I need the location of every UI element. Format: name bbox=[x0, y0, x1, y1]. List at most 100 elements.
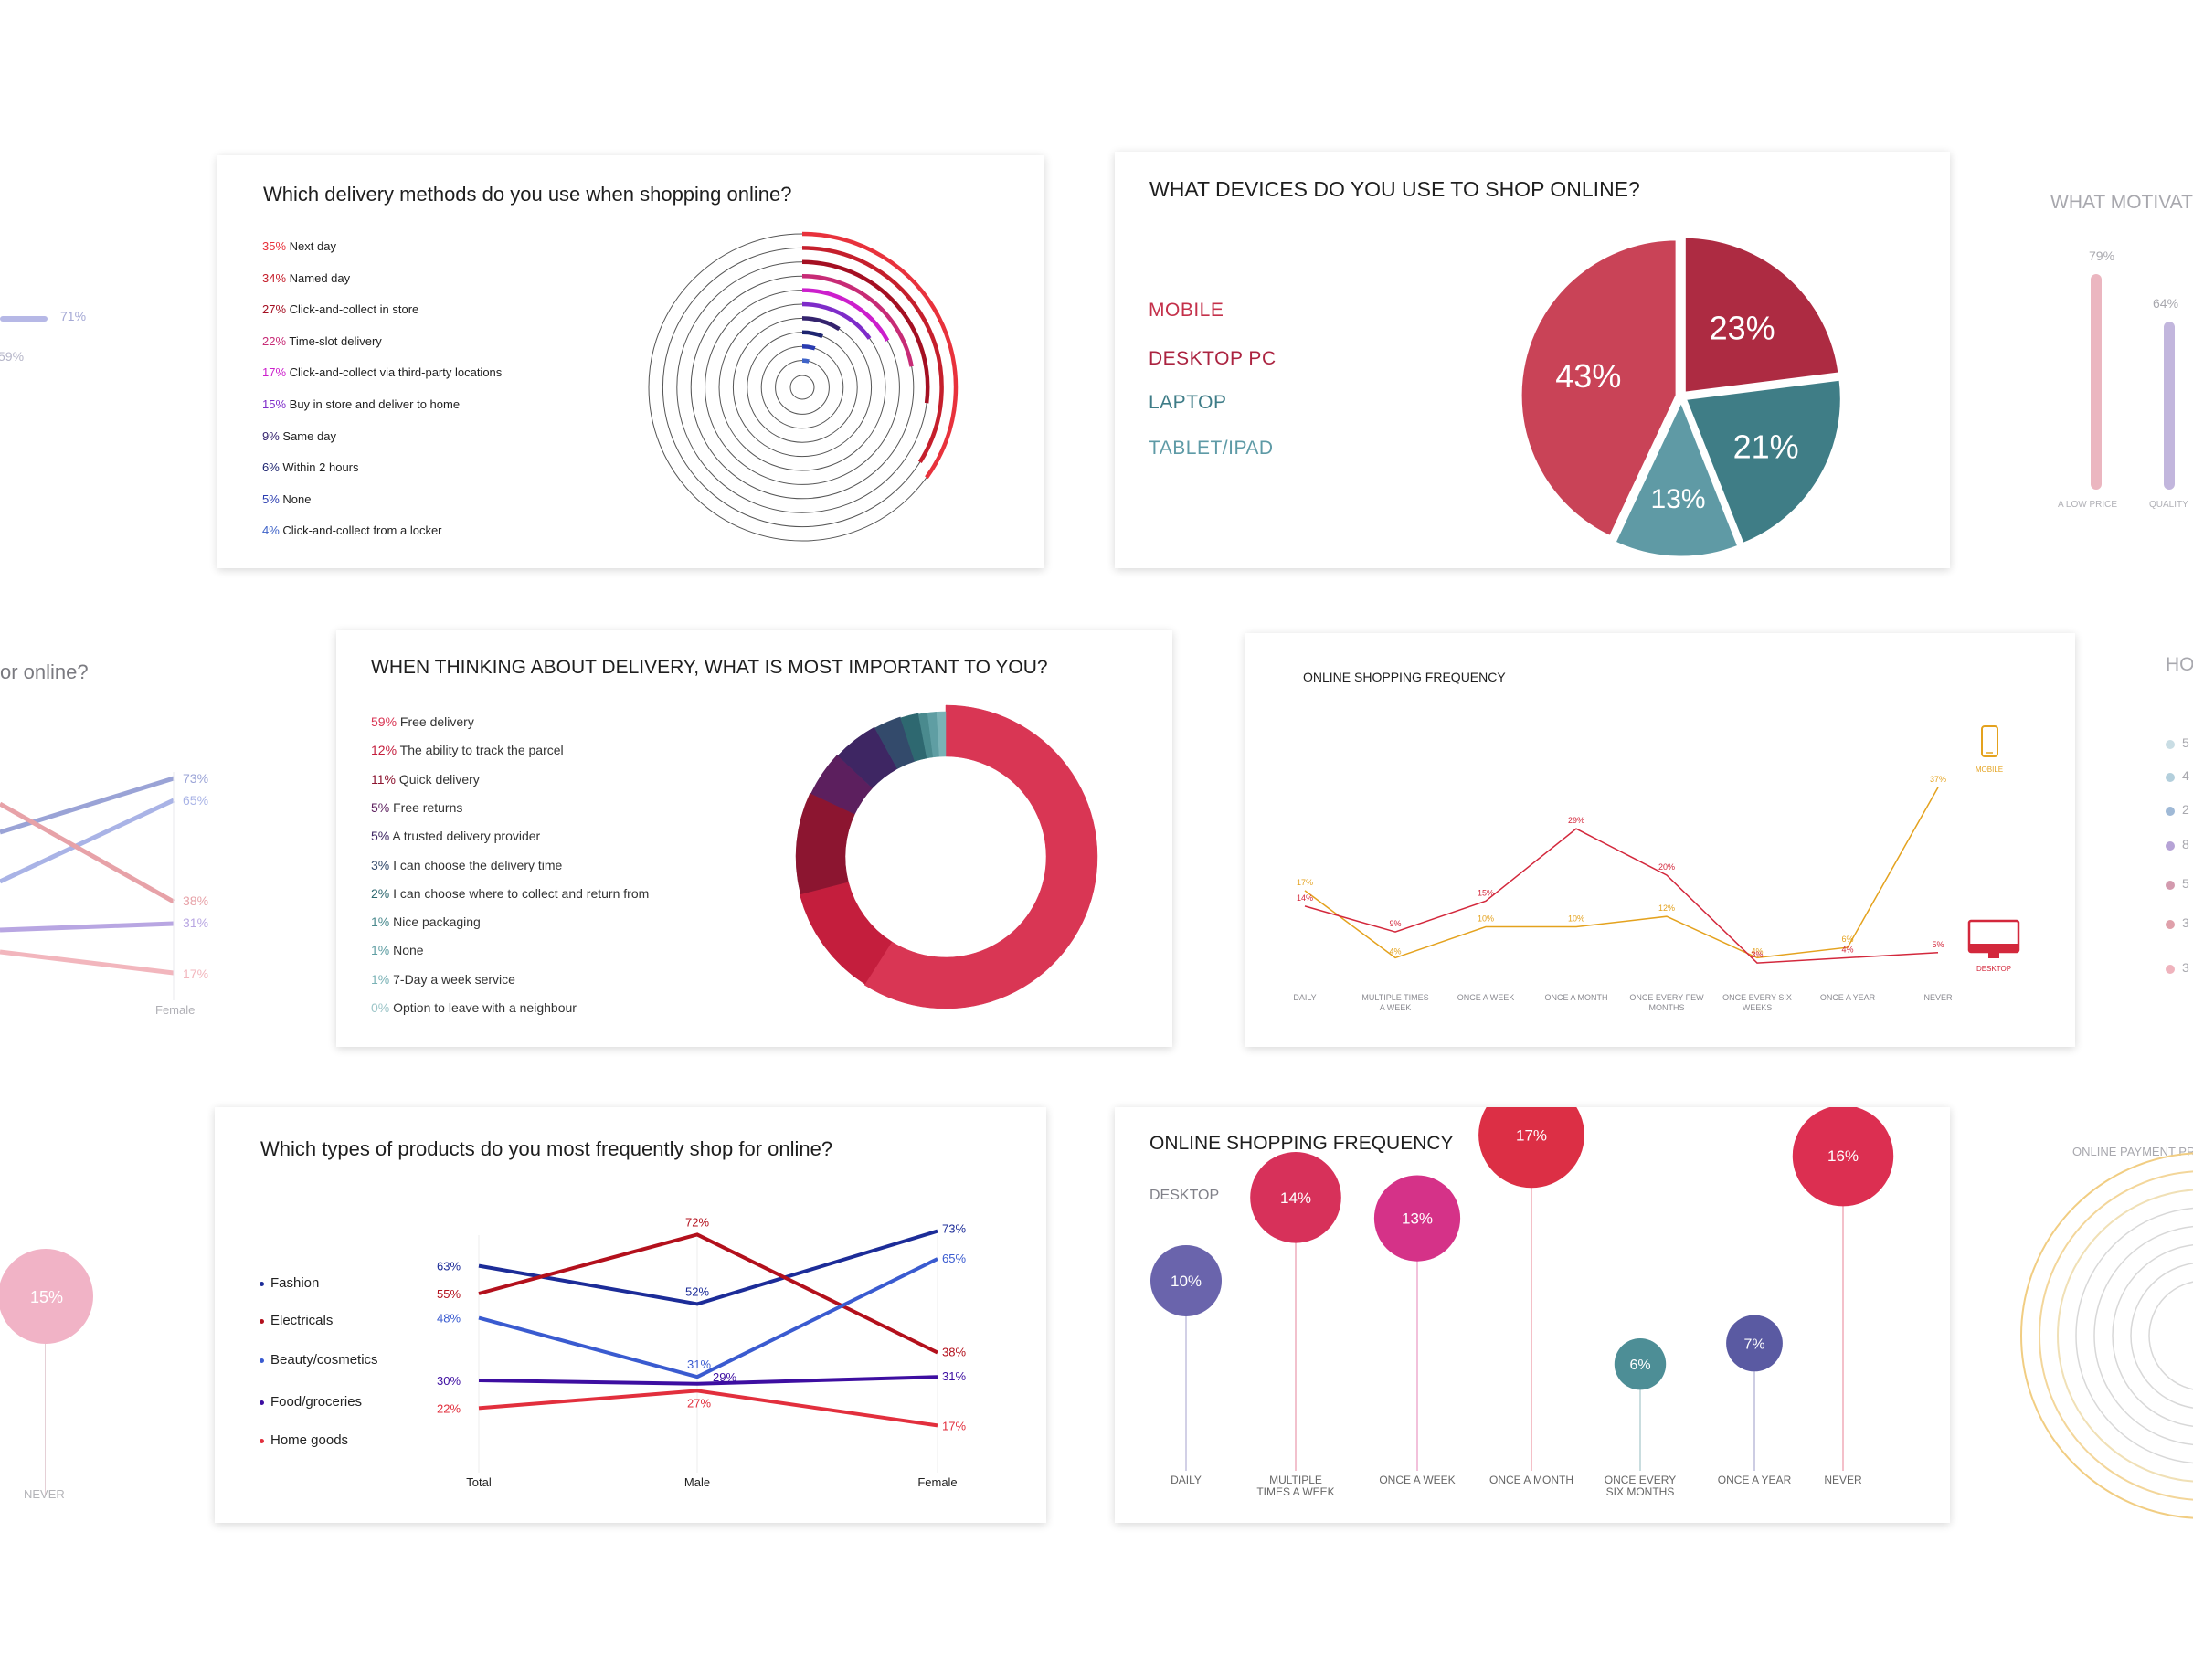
data-label: 31% bbox=[942, 1369, 966, 1383]
peek-line-value: 73% bbox=[183, 771, 209, 786]
legend-label: A trusted delivery provider bbox=[389, 829, 541, 844]
data-label: 17% bbox=[942, 1419, 966, 1432]
legend-item: 17% Click-and-collect via third-party lo… bbox=[262, 365, 502, 379]
series-line bbox=[478, 1389, 938, 1428]
legend-label: I can choose where to collect and return… bbox=[389, 885, 650, 901]
pie-slice-group: 23% bbox=[1682, 235, 1841, 395]
peek-item: 4 bbox=[2182, 768, 2189, 783]
legend-value: 0% bbox=[371, 1000, 390, 1015]
data-label: 12% bbox=[1658, 903, 1675, 913]
slice-label: 23% bbox=[1710, 309, 1775, 346]
legend-label: Electricals bbox=[270, 1313, 334, 1328]
peek-item: 5 bbox=[2182, 735, 2189, 750]
slice-label: 13% bbox=[1651, 484, 1706, 514]
peek-item: 3 bbox=[2182, 915, 2189, 930]
radial-bar bbox=[801, 358, 810, 364]
legend-item: LAPTOP bbox=[1149, 392, 1227, 413]
chart-title: WHEN THINKING ABOUT DELIVERY, WHAT IS MO… bbox=[371, 657, 1048, 678]
peek-item: 8 bbox=[2182, 837, 2189, 851]
legend-item: 59% Free delivery bbox=[371, 714, 474, 729]
bubble bbox=[1373, 1175, 1461, 1262]
peek-line-value: 38% bbox=[183, 893, 209, 908]
peek-left-bottom: 15% NEVER bbox=[0, 1242, 101, 1516]
peek-bubble bbox=[0, 1249, 93, 1344]
chart-title: WHAT DEVICES DO YOU USE TO SHOP ONLINE? bbox=[1149, 177, 1640, 201]
peek-item: 2 bbox=[2182, 802, 2189, 817]
peek-dot bbox=[2166, 841, 2175, 851]
delivery-methods-card: Which delivery methods do you use when s… bbox=[217, 155, 1044, 568]
peek-bar bbox=[0, 316, 48, 322]
legend-value: 5% bbox=[371, 799, 390, 815]
data-label: 14% bbox=[1297, 893, 1313, 903]
peek-stem bbox=[45, 1344, 46, 1495]
legend-item: MOBILE bbox=[1149, 300, 1224, 321]
peek-label: A LOW PRICE bbox=[2058, 500, 2118, 510]
legend-item: 6% Within 2 hours bbox=[262, 460, 359, 474]
legend-label: Within 2 hours bbox=[279, 460, 359, 475]
legend-value: 22% bbox=[262, 333, 287, 348]
radial-bar bbox=[801, 259, 930, 404]
peek-right-bottom: ONLINE PAYMENT PR bbox=[2010, 1133, 2193, 1535]
peek-title: ONLINE PAYMENT PR bbox=[2072, 1145, 2193, 1158]
peek-bubble-value: 15% bbox=[30, 1288, 64, 1306]
legend-item: Beauty/cosmetics bbox=[260, 1352, 378, 1368]
monitor-icon-stand bbox=[1988, 952, 1999, 958]
legend-value: 59% bbox=[371, 714, 397, 729]
legend-value: 12% bbox=[371, 743, 397, 758]
series-line bbox=[478, 1257, 938, 1379]
data-label: 48% bbox=[437, 1312, 461, 1326]
legend-item: 0% Option to leave with a neighbour bbox=[371, 1000, 577, 1015]
data-label: 9% bbox=[1389, 919, 1401, 928]
legend-dot bbox=[260, 1438, 264, 1443]
x-tick-label: DAILY bbox=[1293, 993, 1316, 1002]
peek-bar bbox=[2091, 274, 2102, 490]
pie-slice bbox=[1683, 377, 1843, 546]
bubble-label: 14% bbox=[1280, 1189, 1311, 1207]
monitor-icon bbox=[1967, 919, 2020, 958]
legend-item: 27% Click-and-collect in store bbox=[262, 302, 418, 316]
legend-dot bbox=[260, 1400, 264, 1405]
peek-dot bbox=[2166, 881, 2175, 890]
x-tick-label: NEVER bbox=[1923, 993, 1953, 1002]
legend-item: Food/groceries bbox=[260, 1394, 362, 1410]
peek-rings bbox=[2020, 1152, 2193, 1519]
radial-bar bbox=[801, 330, 823, 339]
peek-lines bbox=[0, 772, 175, 1000]
peek-ring bbox=[2020, 1152, 2193, 1519]
series-line bbox=[478, 1375, 938, 1386]
x-tick-label: ONCE A YEAR bbox=[1718, 1474, 1792, 1486]
legend-label: I can choose the delivery time bbox=[389, 857, 563, 872]
legend-value: 2% bbox=[371, 885, 390, 901]
series-line bbox=[1304, 787, 1939, 959]
donut-segment bbox=[795, 792, 855, 895]
data-label: 63% bbox=[437, 1260, 461, 1273]
legend-item: 34% Named day bbox=[262, 271, 350, 285]
legend-label: Named day bbox=[286, 270, 351, 285]
legend-label: None bbox=[279, 491, 312, 506]
peek-dot bbox=[2166, 807, 2175, 816]
legend-dot bbox=[260, 1281, 264, 1286]
peek-left-mid: or online? 73% 65% 38% 31% 17% Female bbox=[0, 658, 215, 1041]
donut-segment bbox=[863, 704, 1098, 1009]
ring bbox=[747, 332, 858, 443]
legend-item: 12% The ability to track the parcel bbox=[371, 743, 564, 757]
shopping-frequency-line-card: ONLINE SHOPPING FREQUENCY DAILY MULTIPLE … bbox=[1245, 633, 2075, 1047]
delivery-importance-card: WHEN THINKING ABOUT DELIVERY, WHAT IS MO… bbox=[336, 630, 1172, 1047]
x-tick-label: ONCE A MONTH bbox=[1489, 1474, 1573, 1486]
data-label: 27% bbox=[687, 1396, 711, 1410]
peek-right-top: WHAT MOTIVATE 79% 64% A LOW PRICE QUALIT… bbox=[2045, 183, 2193, 521]
chart-title: ONLINE SHOPPING FREQUENCY bbox=[1303, 670, 1506, 684]
pie-slice-group: 21% bbox=[1683, 377, 1843, 546]
legend-item: Electricals bbox=[260, 1313, 333, 1328]
peek-value: 59% bbox=[0, 349, 25, 364]
legend-label: Fashion bbox=[270, 1275, 320, 1291]
bubble bbox=[1792, 1107, 1894, 1207]
legend-label: Option to leave with a neighbour bbox=[389, 1000, 577, 1015]
x-tick-label: Total bbox=[466, 1475, 492, 1489]
radial-bar bbox=[801, 316, 841, 332]
data-label: 37% bbox=[1930, 775, 1946, 784]
chart-title: ONLINE SHOPPING FREQUENCY bbox=[1149, 1133, 1454, 1154]
legend-item: 11% Quick delivery bbox=[371, 772, 480, 787]
legend-item: TABLET/IPAD bbox=[1149, 438, 1274, 459]
data-label: 55% bbox=[437, 1287, 461, 1301]
